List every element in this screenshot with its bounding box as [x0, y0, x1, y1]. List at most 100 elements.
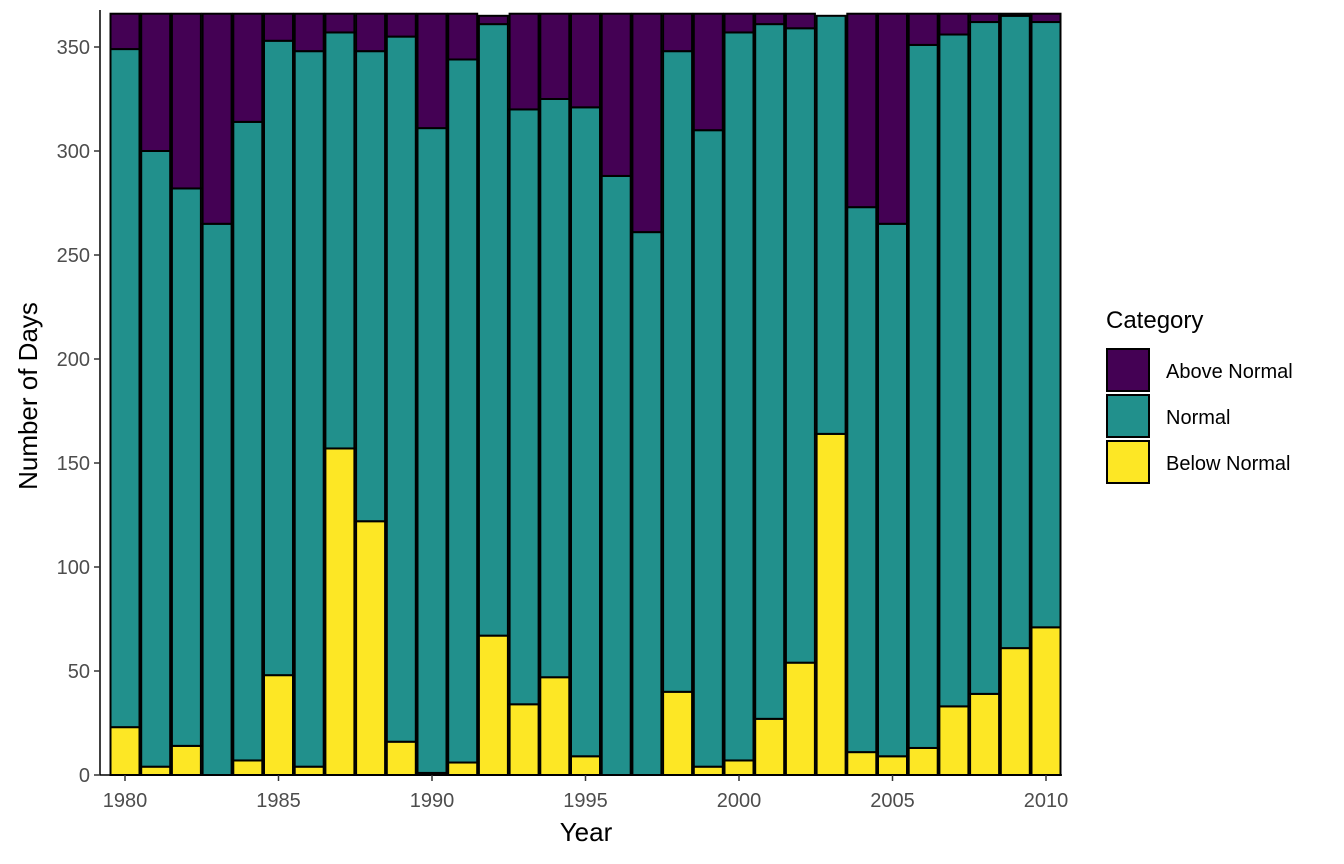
x-tick-label-2005: 2005	[870, 790, 915, 812]
bar-normal-1993	[508, 108, 540, 706]
bar-below-normal-1987	[324, 447, 356, 776]
bar-above-normal-1986	[293, 12, 325, 53]
legend-title: Category	[1106, 307, 1203, 334]
bar-below-normal-1986	[293, 765, 325, 776]
bar-below-normal-2006	[907, 746, 939, 777]
bar-below-normal-1984	[232, 759, 264, 777]
bar-above-normal-2001	[754, 12, 786, 26]
bar-above-normal-1985	[263, 12, 294, 42]
y-tick-label-150: 150	[57, 453, 90, 475]
bar-below-normal-1998	[662, 690, 694, 776]
bar-above-normal-1989	[385, 12, 417, 38]
legend: Category Above Normal Normal Below Normal	[1106, 307, 1293, 484]
bar-above-normal-1982	[170, 12, 202, 190]
bar-below-normal-1992	[477, 634, 509, 777]
bar-normal-1984	[232, 120, 264, 762]
x-tick-label-1995: 1995	[563, 790, 608, 812]
bar-normal-2004	[846, 206, 878, 754]
bar-below-normal-1981	[140, 765, 172, 776]
bar-normal-2002	[784, 27, 816, 664]
bar-below-normal-1989	[385, 740, 417, 776]
bar-normal-1981	[140, 150, 172, 768]
bar-normal-2010	[1030, 21, 1062, 629]
bar-below-normal-2008	[969, 692, 1001, 777]
x-axis-title: Year	[560, 817, 613, 847]
x-tick-label-1980: 1980	[103, 790, 148, 812]
legend-key-normal	[1106, 394, 1150, 438]
bar-above-normal-1997	[631, 12, 663, 234]
bar-normal-1982	[170, 187, 202, 747]
x-tick-label-2010: 2010	[1024, 790, 1069, 812]
bar-above-normal-1980	[109, 12, 141, 51]
bar-normal-1994	[539, 98, 571, 679]
x-axis-ticks: 1980 1985 1990 1995 2000 2005 2010	[103, 775, 1069, 812]
bar-above-normal-1992	[477, 14, 509, 26]
bar-normal-1995	[570, 106, 601, 758]
bars-layer	[109, 12, 1062, 777]
bar-above-normal-1987	[324, 12, 356, 34]
bar-above-normal-1988	[355, 12, 387, 53]
bar-below-normal-2004	[846, 751, 878, 776]
bar-below-normal-2000	[723, 759, 755, 777]
bar-normal-1997	[631, 231, 663, 776]
legend-key-above-normal	[1106, 348, 1150, 392]
bar-above-normal-1981	[140, 12, 172, 152]
bar-above-normal-1994	[539, 12, 571, 100]
legend-key-below-normal	[1106, 440, 1150, 484]
bar-normal-2000	[723, 31, 755, 762]
bar-below-normal-1994	[539, 676, 571, 776]
bar-below-normal-2001	[754, 717, 786, 777]
bar-above-normal-1995	[570, 12, 601, 109]
axes-layer	[99, 10, 1062, 776]
bar-above-normal-2004	[846, 12, 878, 209]
bar-normal-2008	[969, 21, 1001, 695]
bar-normal-2006	[907, 43, 939, 749]
bar-below-normal-2007	[938, 705, 970, 776]
bar-above-normal-1984	[232, 12, 264, 123]
bar-normal-1983	[201, 222, 233, 777]
bar-normal-1991	[447, 58, 479, 764]
bar-below-normal-1982	[170, 744, 202, 777]
bar-above-normal-1991	[447, 12, 479, 61]
bar-below-normal-1995	[570, 755, 601, 777]
bar-below-normal-2002	[784, 661, 816, 776]
bar-below-normal-1985	[263, 674, 294, 776]
bar-above-normal-2005	[877, 12, 908, 225]
bar-above-normal-2000	[723, 12, 755, 34]
bar-above-normal-1993	[508, 12, 540, 111]
bar-normal-1992	[477, 23, 509, 637]
bar-normal-1987	[324, 31, 356, 450]
bar-below-normal-1993	[508, 703, 540, 777]
bar-above-normal-1996	[600, 12, 632, 177]
bar-above-normal-2002	[784, 12, 816, 30]
bar-normal-2009	[999, 14, 1031, 650]
y-tick-label-300: 300	[57, 141, 90, 163]
bar-above-normal-1983	[201, 12, 233, 225]
bar-below-normal-1991	[447, 761, 479, 777]
bar-above-normal-1999	[692, 12, 724, 132]
y-tick-label-50: 50	[68, 661, 90, 683]
y-tick-label-200: 200	[57, 349, 90, 371]
bar-normal-2001	[754, 23, 786, 720]
x-tick-label-1985: 1985	[256, 790, 301, 812]
legend-label-above-normal: Above Normal	[1166, 361, 1293, 383]
bar-below-normal-2003	[815, 432, 847, 776]
bar-normal-2003	[815, 14, 847, 435]
legend-label-below-normal: Below Normal	[1166, 453, 1290, 475]
y-tick-label-0: 0	[79, 765, 90, 787]
bar-normal-1999	[692, 129, 724, 768]
bar-normal-2005	[877, 222, 908, 758]
bar-normal-1986	[293, 50, 325, 768]
y-tick-label-100: 100	[57, 557, 90, 579]
bar-normal-2007	[938, 33, 970, 708]
y-tick-label-250: 250	[57, 245, 90, 267]
bar-normal-1996	[600, 174, 632, 776]
bar-below-normal-1999	[692, 765, 724, 776]
legend-label-normal: Normal	[1166, 407, 1230, 429]
bar-above-normal-2006	[907, 12, 939, 46]
bar-below-normal-2005	[877, 755, 908, 777]
bar-normal-1989	[385, 35, 417, 743]
x-tick-label-2000: 2000	[717, 790, 762, 812]
y-axis-title: Number of Days	[13, 302, 43, 490]
